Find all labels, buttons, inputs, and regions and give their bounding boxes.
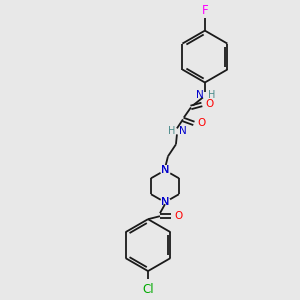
Text: O: O	[197, 118, 205, 128]
Text: N: N	[161, 165, 169, 175]
Text: O: O	[205, 99, 213, 110]
Text: O: O	[174, 211, 182, 221]
Text: N: N	[179, 126, 187, 136]
Text: F: F	[202, 4, 208, 16]
Text: H: H	[168, 126, 175, 136]
Text: N: N	[161, 197, 169, 207]
Text: N: N	[196, 91, 204, 100]
Text: Cl: Cl	[142, 283, 154, 296]
Text: H: H	[208, 91, 215, 100]
Text: N: N	[161, 197, 169, 207]
Text: N: N	[161, 165, 169, 175]
